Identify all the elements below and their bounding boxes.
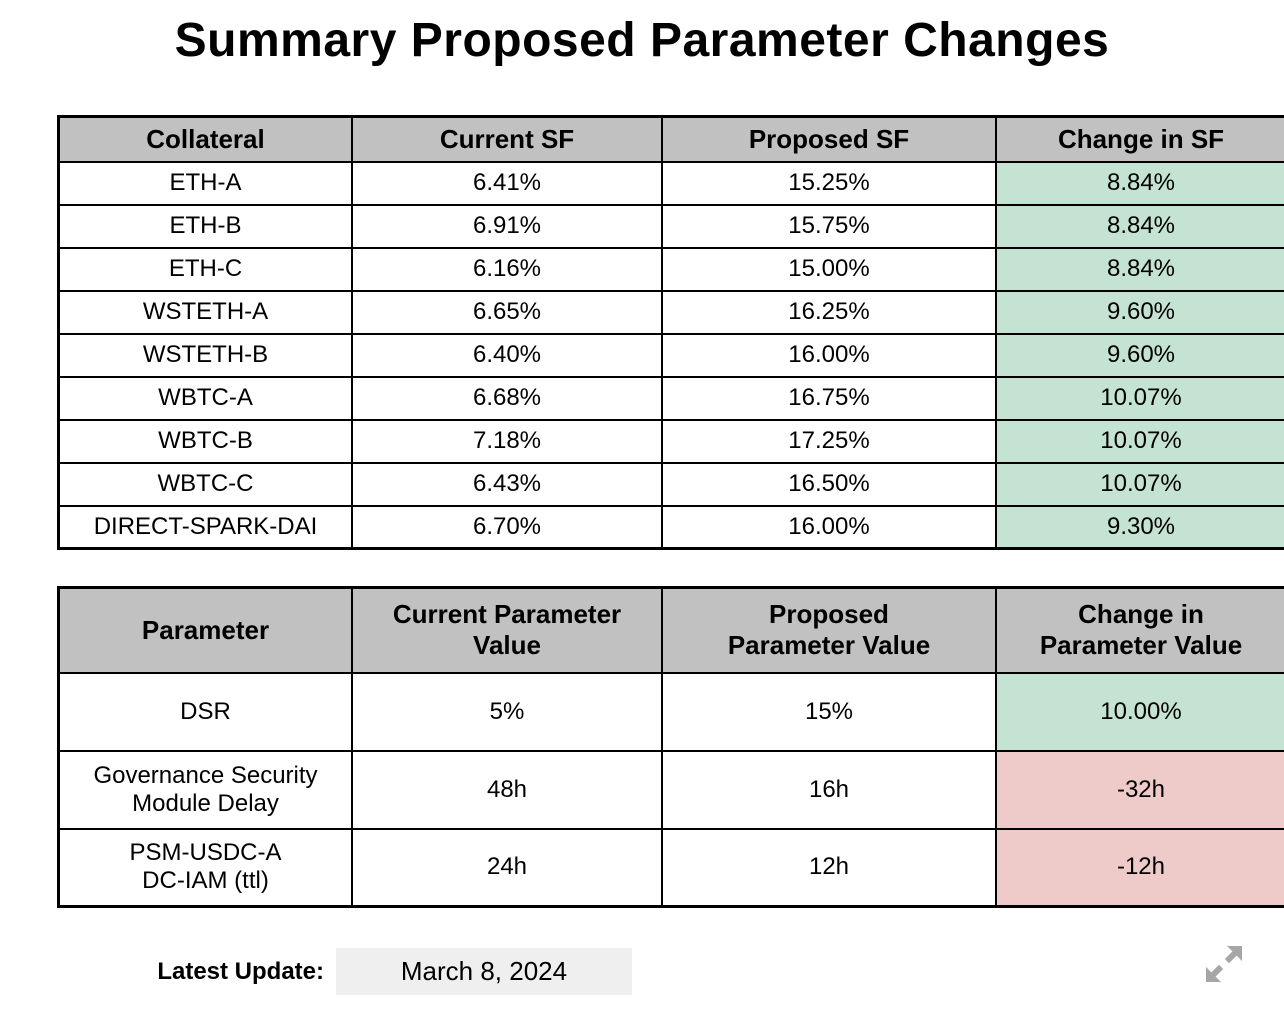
change-in-sf-cell: 10.07% — [996, 377, 1284, 420]
current-sf-cell: 6.41% — [352, 162, 662, 205]
change-in-sf-cell: 9.60% — [996, 291, 1284, 334]
latest-update-label: Latest Update: — [57, 958, 336, 986]
current-parameter-value-cell: 5% — [352, 673, 662, 751]
parameter-cell: DSR — [59, 673, 353, 751]
change-in-sf-cell: 9.30% — [996, 506, 1284, 549]
stability-fee-table: Collateral Current SF Proposed SF Change… — [57, 115, 1284, 550]
header-change-in-sf: Change in SF — [996, 117, 1284, 162]
collateral-cell: WBTC-B — [59, 420, 353, 463]
change-in-sf-cell: 8.84% — [996, 205, 1284, 248]
header-current-sf: Current SF — [352, 117, 662, 162]
header-parameter: Parameter — [59, 588, 353, 673]
proposed-sf-cell: 17.25% — [662, 420, 996, 463]
expand-icon-arrows — [1206, 946, 1242, 982]
change-in-parameter-value-cell: -32h — [996, 751, 1284, 829]
change-in-sf-cell: 10.07% — [996, 463, 1284, 506]
parameter-table: Parameter Current Parameter Value Propos… — [57, 586, 1284, 908]
expand-icon[interactable] — [1198, 938, 1250, 990]
proposed-sf-cell: 16.50% — [662, 463, 996, 506]
header-current-parameter-value: Current Parameter Value — [352, 588, 662, 673]
current-sf-cell: 6.65% — [352, 291, 662, 334]
proposed-sf-cell: 16.25% — [662, 291, 996, 334]
current-sf-cell: 6.68% — [352, 377, 662, 420]
header-row: Parameter Current Parameter Value Propos… — [59, 588, 1284, 673]
change-in-sf-cell: 9.60% — [996, 334, 1284, 377]
change-in-parameter-value-cell: 10.00% — [996, 673, 1284, 751]
collateral-cell: ETH-C — [59, 248, 353, 291]
current-sf-cell: 7.18% — [352, 420, 662, 463]
header-collateral: Collateral — [59, 117, 353, 162]
stability-fee-table-header: Collateral Current SF Proposed SF Change… — [59, 117, 1284, 162]
collateral-cell: ETH-A — [59, 162, 353, 205]
change-in-parameter-value-cell: -12h — [996, 829, 1284, 907]
header-row: Collateral Current SF Proposed SF Change… — [59, 117, 1284, 162]
change-in-sf-cell: 10.07% — [996, 420, 1284, 463]
collateral-cell: WBTC-A — [59, 377, 353, 420]
proposed-sf-cell: 15.75% — [662, 205, 996, 248]
collateral-cell: WSTETH-A — [59, 291, 353, 334]
proposed-sf-cell: 15.00% — [662, 248, 996, 291]
parameter-cell: Governance Security Module Delay — [59, 751, 353, 829]
current-sf-cell: 6.43% — [352, 463, 662, 506]
parameter-cell: PSM-USDC-A DC-IAM (ttl) — [59, 829, 353, 907]
current-sf-cell: 6.91% — [352, 205, 662, 248]
latest-update-date: March 8, 2024 — [336, 948, 632, 995]
proposed-sf-cell: 16.00% — [662, 334, 996, 377]
current-sf-cell: 6.40% — [352, 334, 662, 377]
collateral-cell: WSTETH-B — [59, 334, 353, 377]
page-title: Summary Proposed Parameter Changes — [0, 12, 1284, 70]
collateral-cell: DIRECT-SPARK-DAI — [59, 506, 353, 549]
parameter-table-header: Parameter Current Parameter Value Propos… — [59, 588, 1284, 673]
proposed-sf-cell: 16.75% — [662, 377, 996, 420]
proposed-sf-cell: 15.25% — [662, 162, 996, 205]
current-sf-cell: 6.16% — [352, 248, 662, 291]
current-parameter-value-cell: 48h — [352, 751, 662, 829]
header-change-in-parameter-value: Change in Parameter Value — [996, 588, 1284, 673]
proposed-sf-cell: 16.00% — [662, 506, 996, 549]
proposed-parameter-value-cell: 15% — [662, 673, 996, 751]
header-proposed-sf: Proposed SF — [662, 117, 996, 162]
header-proposed-parameter-value: Proposed Parameter Value — [662, 588, 996, 673]
current-parameter-value-cell: 24h — [352, 829, 662, 907]
change-in-sf-cell: 8.84% — [996, 248, 1284, 291]
proposed-parameter-value-cell: 16h — [662, 751, 996, 829]
change-in-sf-cell: 8.84% — [996, 162, 1284, 205]
proposed-parameter-value-cell: 12h — [662, 829, 996, 907]
collateral-cell: ETH-B — [59, 205, 353, 248]
current-sf-cell: 6.70% — [352, 506, 662, 549]
collateral-cell: WBTC-C — [59, 463, 353, 506]
latest-update-row: Latest Update: March 8, 2024 — [57, 948, 1284, 995]
